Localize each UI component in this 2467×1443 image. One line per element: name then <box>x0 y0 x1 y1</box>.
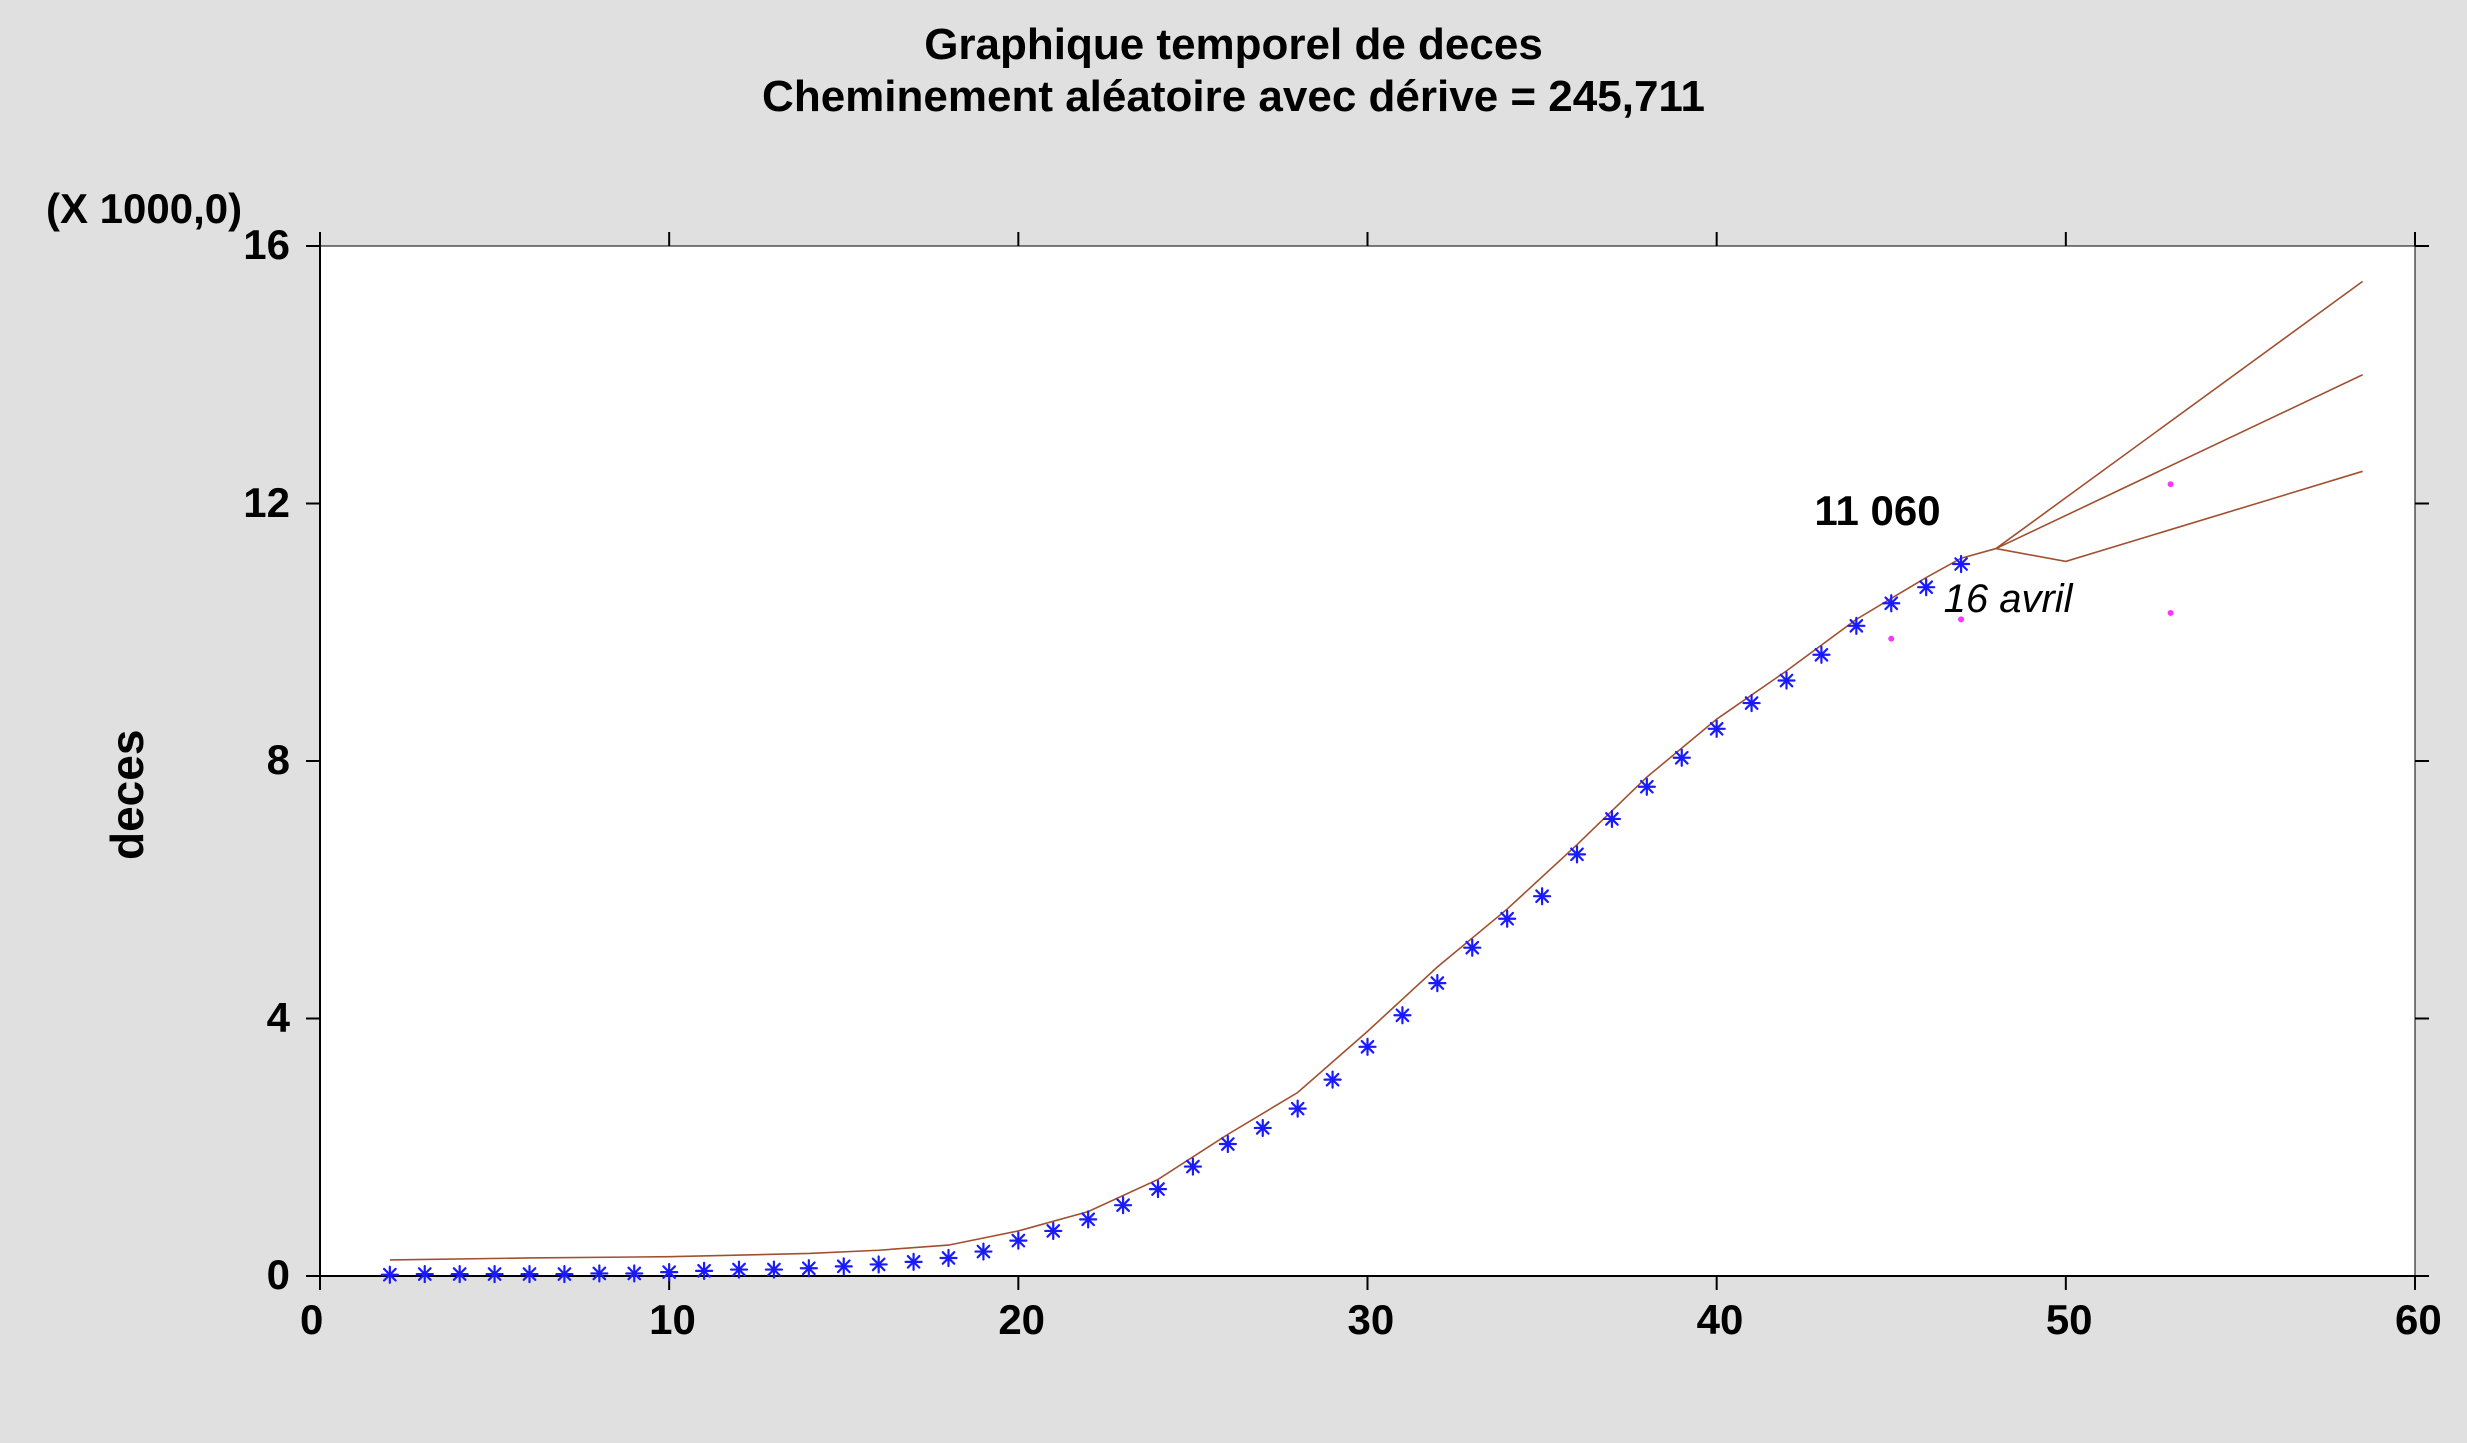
x-tick-label: 20 <box>998 1296 1045 1344</box>
chart-svg <box>280 206 2455 1316</box>
x-tick-label: 50 <box>2046 1296 2093 1344</box>
annotation-peak-value: 11 060 <box>1814 487 1940 535</box>
plot-area: 11 060 16 avril 01020304050600481216 <box>320 246 2415 1276</box>
y-tick-label: 0 <box>267 1251 290 1299</box>
x-tick-label: 10 <box>649 1296 696 1344</box>
x-tick-label: 60 <box>2395 1296 2442 1344</box>
x-tick-label: 0 <box>300 1296 323 1344</box>
y-tick-label: 8 <box>267 736 290 784</box>
y-axis-unit: (X 1000,0) <box>46 185 242 233</box>
annotation-peak-date: 16 avril <box>1944 577 2073 622</box>
chart-title-line1: Graphique temporel de deces <box>0 20 2467 70</box>
y-tick-label: 12 <box>243 479 290 527</box>
chart-title-line2: Cheminement aléatoire avec dérive = 245,… <box>0 72 2467 122</box>
y-tick-label: 4 <box>267 994 290 1042</box>
x-tick-label: 30 <box>1348 1296 1395 1344</box>
y-tick-label: 16 <box>243 221 290 269</box>
y-axis-label: deces <box>100 730 154 860</box>
x-tick-label: 40 <box>1697 1296 1744 1344</box>
